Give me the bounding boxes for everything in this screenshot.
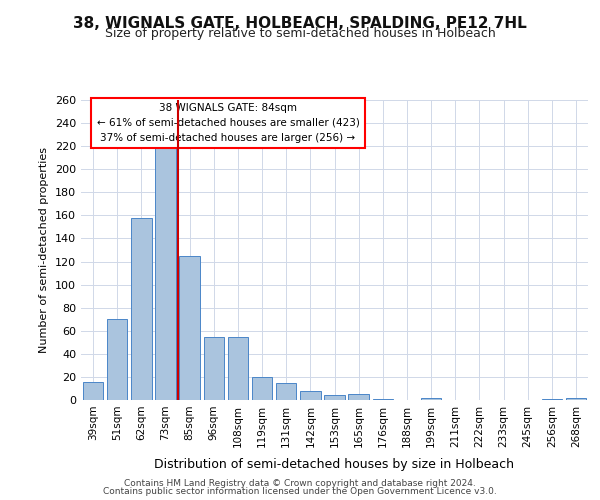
- Text: 38, WIGNALS GATE, HOLBEACH, SPALDING, PE12 7HL: 38, WIGNALS GATE, HOLBEACH, SPALDING, PE…: [73, 16, 527, 31]
- Bar: [421, 398, 442, 400]
- Bar: [131, 218, 152, 400]
- X-axis label: Distribution of semi-detached houses by size in Holbeach: Distribution of semi-detached houses by …: [155, 458, 515, 471]
- Bar: [300, 391, 320, 400]
- Y-axis label: Number of semi-detached properties: Number of semi-detached properties: [40, 147, 49, 353]
- Bar: [542, 399, 562, 400]
- Bar: [155, 148, 176, 400]
- Text: Contains public sector information licensed under the Open Government Licence v3: Contains public sector information licen…: [103, 487, 497, 496]
- Bar: [566, 398, 586, 400]
- Bar: [324, 396, 345, 400]
- Bar: [373, 399, 393, 400]
- Bar: [276, 382, 296, 400]
- Bar: [179, 256, 200, 400]
- Text: 38 WIGNALS GATE: 84sqm
← 61% of semi-detached houses are smaller (423)
37% of se: 38 WIGNALS GATE: 84sqm ← 61% of semi-det…: [97, 103, 359, 142]
- Bar: [227, 336, 248, 400]
- Bar: [107, 319, 127, 400]
- Text: Size of property relative to semi-detached houses in Holbeach: Size of property relative to semi-detach…: [104, 28, 496, 40]
- Bar: [349, 394, 369, 400]
- Text: Contains HM Land Registry data © Crown copyright and database right 2024.: Contains HM Land Registry data © Crown c…: [124, 478, 476, 488]
- Bar: [252, 377, 272, 400]
- Bar: [83, 382, 103, 400]
- Bar: [203, 336, 224, 400]
